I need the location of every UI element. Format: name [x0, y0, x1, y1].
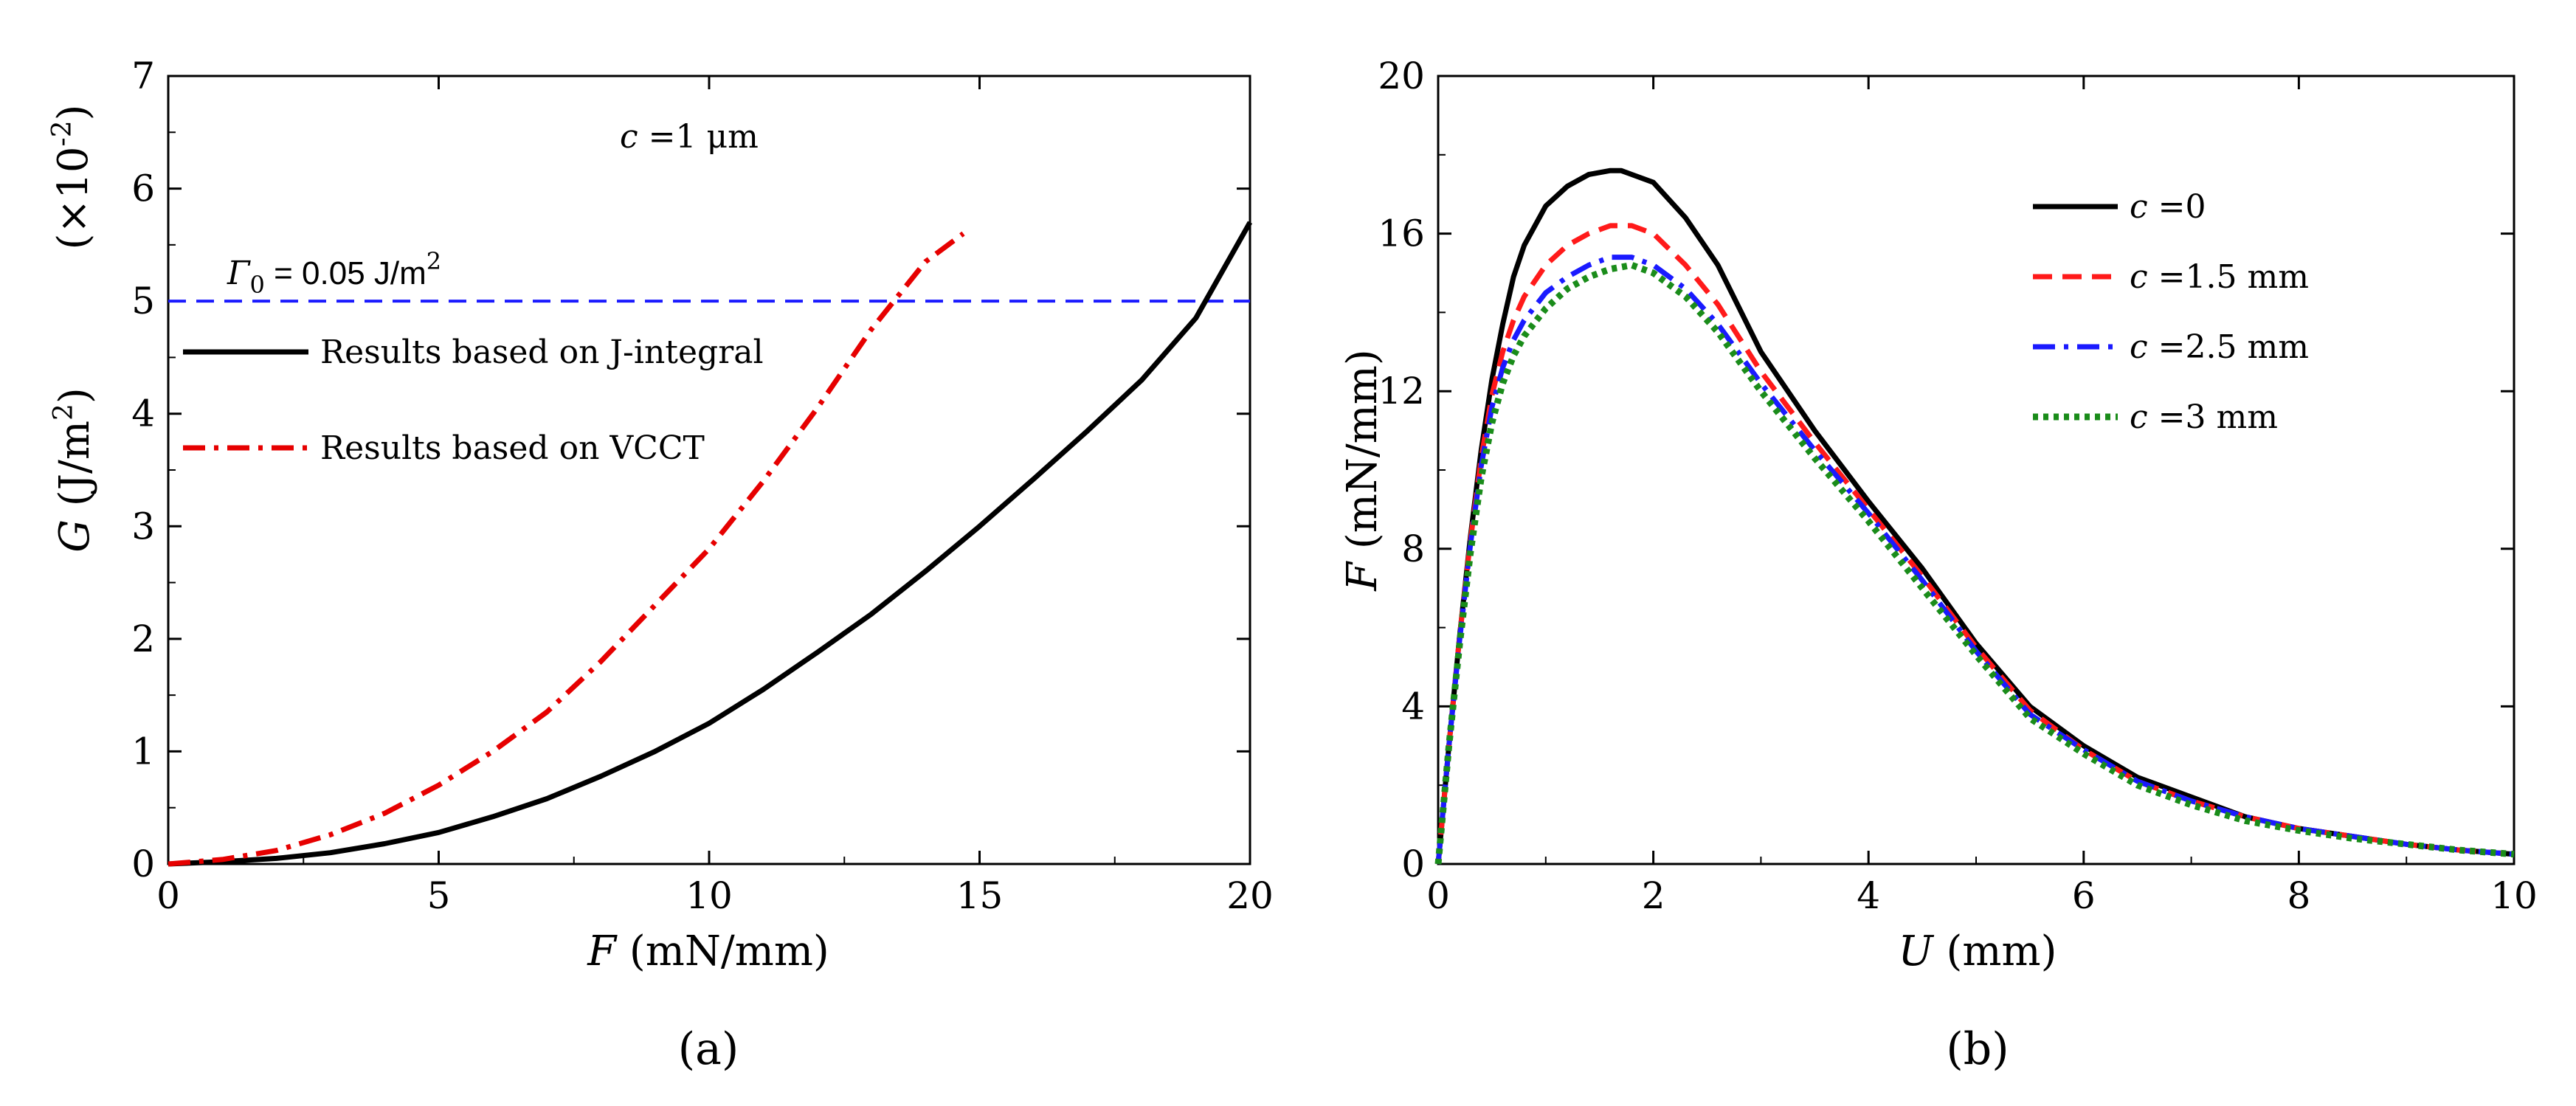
legend-label-b-2: c =2.5 mm [2130, 328, 2309, 366]
x-tick-label-a-1: 5 [427, 874, 451, 917]
series-line-b-3 [1434, 261, 2515, 865]
threshold-label-sub: 0 [250, 271, 265, 299]
y-axis-unit-a: (J/m [51, 421, 99, 519]
y-tick-label-a-4: 4 [131, 393, 155, 435]
y-tick-label-a-2: 2 [131, 618, 155, 660]
y-tick-label-b-1: 4 [1401, 685, 1425, 727]
x-tick-label-a-0: 0 [156, 874, 180, 917]
legend-label-a-0: Results based on J-integral [320, 333, 764, 371]
x-tick-label-b-3: 6 [2072, 874, 2096, 917]
legend-label-b-1: c =1.5 mm [2130, 258, 2309, 296]
y-axis-title-b: F (mN/mm) [1339, 349, 1387, 592]
x-axis-title-b: U (mm) [1899, 927, 2057, 975]
legend-label-a-1: Results based on VCCT [320, 429, 705, 467]
x-tick-label-a-2: 10 [686, 874, 733, 917]
x-tick-label-a-4: 20 [1226, 874, 1274, 917]
legend-var-b-1: c [2130, 258, 2148, 296]
y-scale-exp: -2 [47, 120, 77, 146]
svg-text:(×10-2): (×10-2) [47, 105, 97, 250]
y-axis-title-a: G (J/m2) [49, 387, 99, 553]
y-tick-label-a-7: 7 [131, 55, 155, 97]
threshold-label-symbol: Γ [227, 255, 251, 292]
legend-name-a-0: Results based on J-integral [320, 333, 764, 371]
legend-var-b-3: c [2130, 398, 2148, 436]
y-tick-label-a-3: 3 [131, 505, 155, 547]
series-line-a-1 [168, 231, 965, 867]
y-tick-label-b-0: 0 [1401, 843, 1425, 885]
annotation-c-var: c [620, 118, 638, 156]
x-axis-var-a: F [587, 927, 618, 975]
y-axis-unit-b: (mN/mm) [1339, 349, 1387, 562]
x-tick-label-b-0: 0 [1426, 874, 1450, 917]
series-line-b-2 [1435, 255, 2515, 865]
threshold-label-sup: 2 [427, 247, 441, 275]
y-scale-label: (×10-2) [47, 105, 97, 250]
legend-name-b-0: =0 [2148, 188, 2206, 226]
x-tick-label-b-4: 8 [2287, 874, 2310, 917]
annotation-c: c =1 μm [620, 118, 759, 156]
series-line-b-0 [1435, 167, 2515, 865]
series-line-b-1 [1435, 223, 2515, 865]
legend-name-b-1: =1.5 mm [2148, 258, 2309, 296]
panel-label-b: (b) [1946, 1023, 2009, 1075]
plot-area-a [167, 75, 1251, 865]
legend-name-a-1: Results based on VCCT [320, 429, 705, 467]
x-tick-label-a-3: 15 [956, 874, 1004, 917]
y-tick-label-a-6: 6 [131, 167, 155, 210]
y-tick-label-b-4: 16 [1378, 212, 1425, 255]
y-scale-prefix: (×10 [49, 146, 97, 249]
x-axis-unit-a: (mN/mm) [616, 927, 829, 975]
series-line-a-0 [168, 221, 1253, 867]
y-axis-var-a: G [51, 519, 99, 553]
y-tick-label-b-2: 8 [1401, 528, 1425, 570]
threshold-label-text: = 0.05 J/m [265, 255, 427, 291]
legend-name-b-3: =3 mm [2148, 398, 2278, 436]
legend-label-b-0: c =0 [2130, 188, 2206, 226]
y-tick-label-b-5: 20 [1378, 55, 1425, 97]
panel-label-a: (a) [678, 1023, 739, 1075]
x-axis-var-b: U [1899, 927, 1935, 975]
x-axis-title-a: F (mN/mm) [587, 927, 829, 975]
y-axis-close-a: ) [51, 387, 99, 404]
svg-text:F (mN/mm): F (mN/mm) [1339, 349, 1387, 592]
legend-var-b-2: c [2130, 328, 2148, 366]
legend-var-b-0: c [2130, 188, 2148, 226]
y-axis-var-b: F [1339, 561, 1387, 592]
y-tick-label-b-3: 12 [1378, 370, 1425, 412]
x-axis-unit-b: (mm) [1933, 927, 2057, 975]
plot-area-b [1437, 75, 2515, 865]
x-tick-label-b-5: 10 [2490, 874, 2538, 917]
x-tick-label-b-1: 2 [1642, 874, 1665, 917]
legend-name-b-2: =2.5 mm [2148, 328, 2309, 366]
y-axis-sup-a: 2 [49, 404, 79, 421]
y-tick-label-a-5: 5 [131, 280, 155, 322]
svg-text:G (J/m2): G (J/m2) [49, 387, 99, 553]
threshold-label: Γ0 = 0.05 J/m2 [227, 247, 441, 299]
legend-label-b-3: c =3 mm [2130, 398, 2278, 436]
y-tick-label-a-0: 0 [131, 843, 155, 885]
y-tick-label-a-1: 1 [131, 730, 155, 773]
y-scale-suffix: ) [49, 105, 97, 121]
annotation-c-text: =1 μm [638, 118, 759, 156]
x-tick-label-b-2: 4 [1857, 874, 1880, 917]
